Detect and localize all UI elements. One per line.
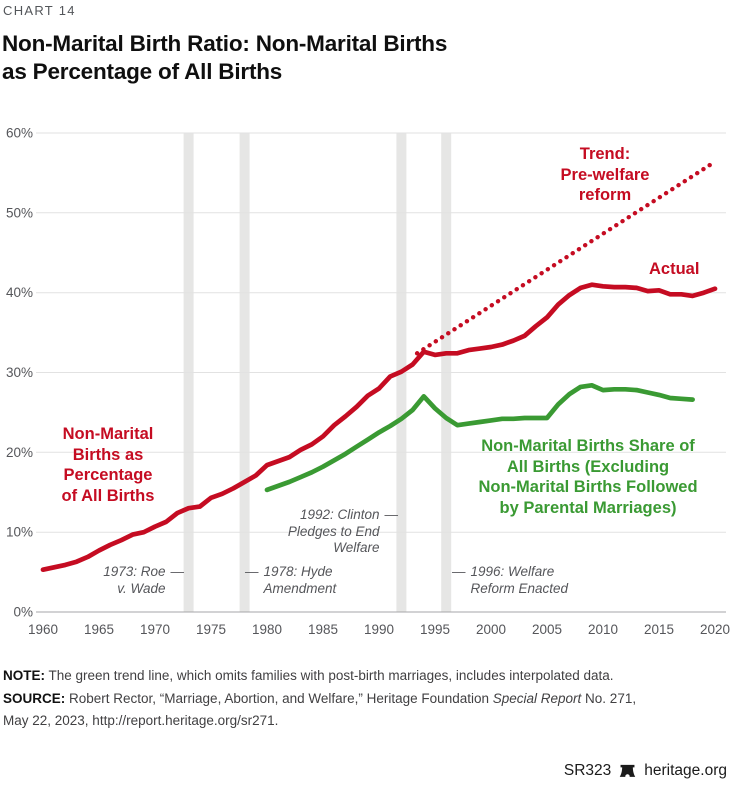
series-actual-line bbox=[40, 282, 718, 573]
x-tick-label: 2000 bbox=[476, 622, 506, 637]
annotation-1973-roe-v-wade: 1973: Roe v. Wade — bbox=[58, 564, 184, 597]
chart-number-kicker: CHART 14 bbox=[3, 3, 76, 18]
series-green-line bbox=[264, 382, 695, 493]
annotation-pointer-dash: — bbox=[452, 564, 466, 579]
annotation-1978-hyde-amendment: — 1978: Hyde Amendment bbox=[245, 564, 336, 597]
source-label: SOURCE: bbox=[3, 690, 66, 706]
source-line-2: May 22, 2023, http://report.heritage.org… bbox=[3, 713, 279, 728]
chart-canvas: 0% 10% 20% 30% 40% 50% 60% 1960 1965 1970 1975 1980… bbox=[6, 126, 730, 638]
x-tick-label: 1980 bbox=[252, 622, 282, 637]
y-tick-label: 40% bbox=[6, 285, 33, 300]
x-tick-label: 2005 bbox=[532, 622, 562, 637]
x-tick-label: 1990 bbox=[364, 622, 394, 637]
actual-series-label: Actual bbox=[649, 260, 700, 278]
y-tick-label: 10% bbox=[6, 525, 33, 540]
note-label: NOTE: bbox=[3, 668, 45, 683]
y-tick-label: 30% bbox=[6, 365, 33, 380]
annotation-1996-welfare-reform: — 1996: Welfare Reform Enacted bbox=[452, 564, 568, 597]
annotation-pointer-dash: — bbox=[170, 564, 185, 579]
x-tick-label: 1970 bbox=[140, 622, 170, 637]
source-publication-title: Special Report bbox=[492, 690, 582, 706]
annotation-pointer-dash: — bbox=[384, 507, 399, 522]
report-id: SR323 bbox=[563, 762, 612, 779]
series-trend-line bbox=[414, 159, 718, 356]
page-title: Non-Marital Birth Ratio: Non-Marital Bir… bbox=[2, 31, 448, 84]
annotation-1992-clinton-pledge: 1992: Clinton Pledges to End Welfare — bbox=[258, 507, 398, 557]
x-tick-label: 1975 bbox=[196, 622, 226, 637]
note-line: NOTE: The green trend line, which omits … bbox=[3, 665, 731, 688]
branding-line: SR323 heritage.org bbox=[564, 762, 727, 780]
x-tick-label: 2015 bbox=[644, 622, 674, 637]
x-tick-label: 1960 bbox=[28, 622, 58, 637]
annotation-text: 1978: Hyde Amendment bbox=[263, 564, 337, 596]
green-series-label: Non-Marital Births Share of All Births (… bbox=[478, 437, 698, 517]
heritage-bell-icon bbox=[620, 764, 636, 777]
x-tick-label: 2020 bbox=[700, 622, 730, 637]
y-tick-label: 20% bbox=[6, 445, 33, 460]
annotation-text: 1973: Roe v. Wade bbox=[103, 564, 166, 596]
x-tick-label: 1985 bbox=[308, 622, 338, 637]
source-text-2: No. 271, bbox=[581, 690, 637, 706]
source-text-1: Robert Rector, “Marriage, Abortion, and … bbox=[65, 690, 493, 706]
source-line-1: SOURCE: Robert Rector, “Marriage, Aborti… bbox=[3, 688, 731, 711]
annotation-text: 1992: Clinton Pledges to End Welfare bbox=[287, 507, 380, 555]
y-tick-label: 60% bbox=[6, 126, 33, 141]
annotation-text: 1996: Welfare Reform Enacted bbox=[470, 564, 569, 596]
note-text: The green trend line, which omits famili… bbox=[45, 668, 614, 683]
red-series-label: Non-Marital Births as Percentage of All … bbox=[61, 425, 155, 505]
annotation-pointer-dash: — bbox=[245, 564, 259, 579]
x-tick-label: 1995 bbox=[420, 622, 450, 637]
x-tick-label: 2010 bbox=[588, 622, 618, 637]
trend-series-label: Trend: Pre-welfare reform bbox=[560, 145, 650, 204]
x-tick-label: 1965 bbox=[84, 622, 114, 637]
y-tick-label: 0% bbox=[13, 605, 33, 620]
footer-notes: NOTE: The green trend line, which omits … bbox=[3, 665, 731, 733]
site-url: heritage.org bbox=[644, 762, 727, 779]
y-tick-label: 50% bbox=[6, 205, 33, 220]
